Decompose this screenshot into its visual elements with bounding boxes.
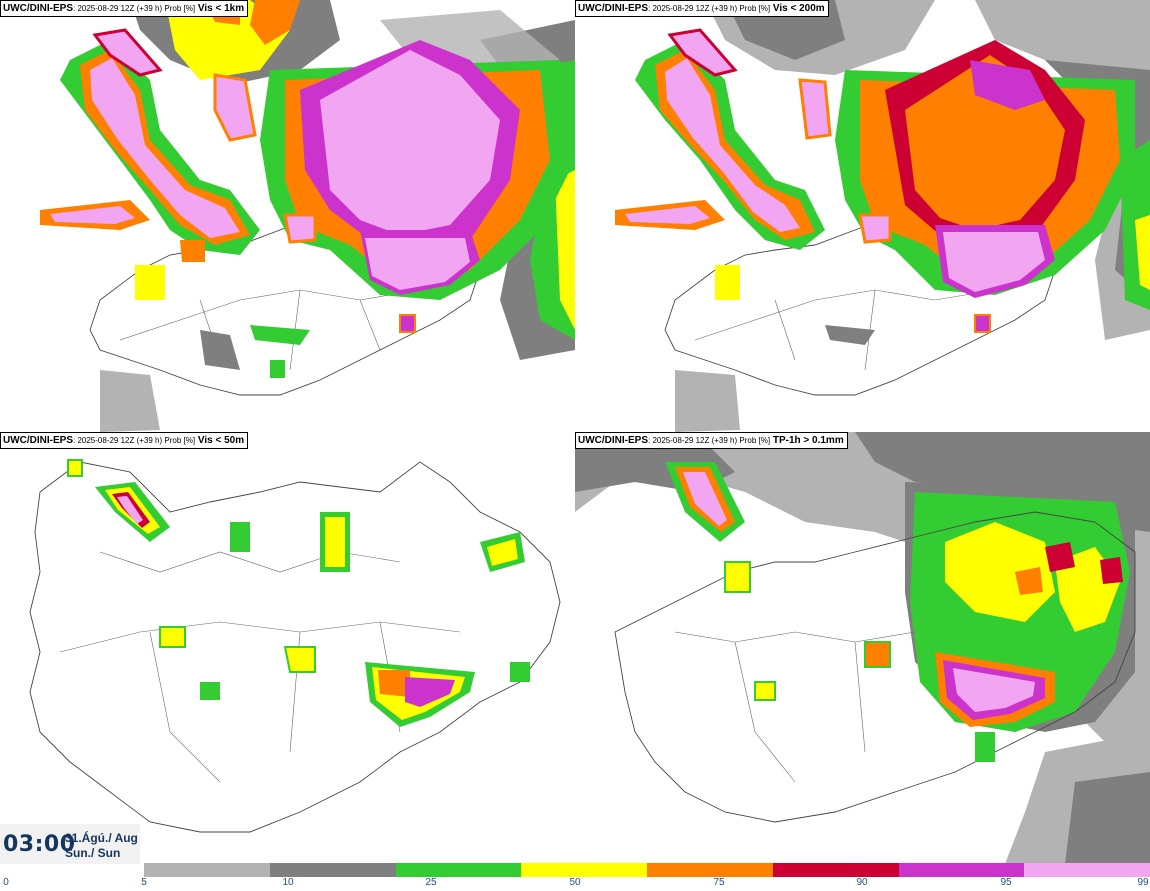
model-label: UWC/DINI-EPS: [3, 3, 73, 14]
map-tp1h: [575, 432, 1150, 864]
variable-label: Vis < 50m: [197, 435, 245, 446]
model-label: UWC/DINI-EPS: [3, 435, 73, 446]
colorbar-tick: 5: [141, 877, 147, 888]
colorbar-ticks: 0 5 10 25 50 75 90 95 99: [0, 877, 1150, 891]
colorbar-segment: [395, 863, 522, 877]
colorbar-segment: [269, 863, 396, 877]
colorbar-segment: [1024, 863, 1150, 877]
panel-title: UWC/DINI-EPS: 2025-08-29 12Z (+39 h) Pro…: [575, 0, 829, 17]
map-vis-1km: [40, 0, 575, 432]
colorbar-tick: 10: [282, 877, 294, 888]
map-panel-vis-200m: UWC/DINI-EPS: 2025-08-29 12Z (+39 h) Pro…: [575, 0, 1150, 432]
map-vis-200m: [615, 0, 1150, 432]
run-meta: : 2025-08-29 12Z (+39 h) Prob [%]: [73, 4, 196, 13]
valid-date: 31.Ágú./ Aug: [65, 831, 138, 845]
map-panel-vis-1km: UWC/DINI-EPS: 2025-08-29 12Z (+39 h) Pro…: [0, 0, 575, 432]
colorbar-segment: [772, 863, 899, 877]
colorbar-tick: 50: [569, 877, 581, 888]
map-vis-50m: [29, 459, 561, 833]
colorbar-segment: [898, 863, 1025, 877]
colorbar-segment: [144, 863, 270, 877]
colorbar-tick: 90: [856, 877, 868, 888]
run-meta: : 2025-08-29 12Z (+39 h) Prob [%]: [73, 436, 196, 445]
valid-time: 03:00: [3, 832, 76, 857]
colorbar-segment: [647, 863, 773, 877]
map-panel-tp1h: UWC/DINI-EPS: 2025-08-29 12Z (+39 h) Pro…: [575, 432, 1150, 864]
variable-label: Vis < 200m: [772, 3, 825, 14]
panel-title: UWC/DINI-EPS: 2025-08-29 12Z (+39 h) Pro…: [0, 0, 249, 17]
colorbar-tick: 0: [3, 877, 9, 888]
panel-title: UWC/DINI-EPS: 2025-08-29 12Z (+39 h) Pro…: [575, 432, 848, 449]
model-label: UWC/DINI-EPS: [578, 435, 648, 446]
colorbar-tick: 99: [1137, 877, 1149, 888]
panel-title: UWC/DINI-EPS: 2025-08-29 12Z (+39 h) Pro…: [0, 432, 249, 449]
map-panel-vis-50m: UWC/DINI-EPS: 2025-08-29 12Z (+39 h) Pro…: [0, 432, 575, 864]
valid-time-box: 03:00 31.Ágú./ Aug Sun./ Sun: [0, 824, 140, 864]
model-label: UWC/DINI-EPS: [578, 3, 648, 14]
variable-label: Vis < 1km: [197, 3, 245, 14]
colorbar-segment: [521, 863, 647, 877]
run-meta: : 2025-08-29 12Z (+39 h) Prob [%]: [648, 436, 771, 445]
valid-weekday: Sun./ Sun: [65, 846, 121, 860]
run-meta: : 2025-08-29 12Z (+39 h) Prob [%]: [648, 4, 771, 13]
probability-colorbar: [144, 863, 1150, 877]
colorbar-tick: 25: [425, 877, 437, 888]
colorbar-tick: 95: [1000, 877, 1012, 888]
variable-label: TP-1h > 0.1mm: [772, 435, 844, 446]
colorbar-tick: 75: [713, 877, 725, 888]
